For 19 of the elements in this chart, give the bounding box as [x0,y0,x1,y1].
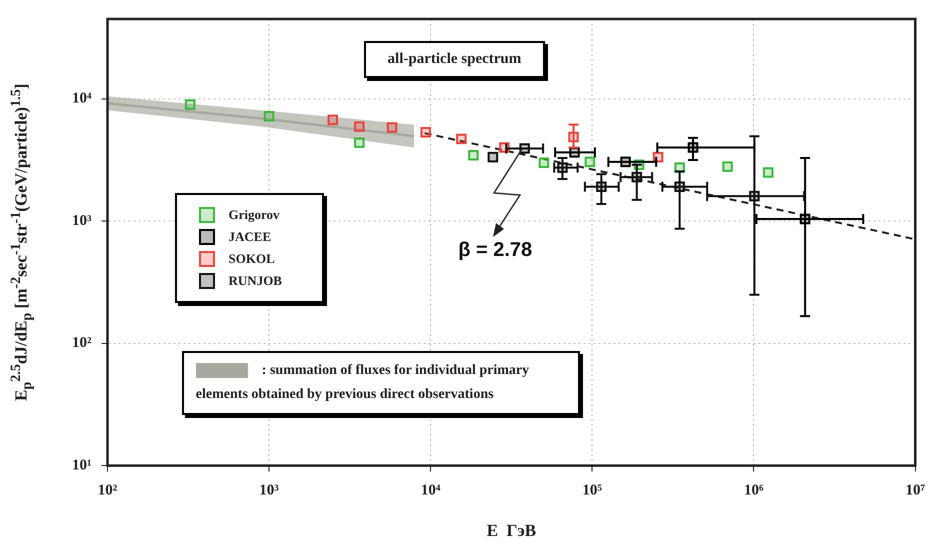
legend-label: : summation of fluxes for individual primary elements obtained by previous direct observations [196,362,530,402]
y-tick-label: 10³ [72,212,92,229]
y-tick-label: 10² [72,335,92,352]
x-tick-label: 10⁶ [744,482,764,498]
y-tick-label: 10⁴ [72,90,92,107]
legend-label: JACEE [228,229,272,246]
text: all-particle spectrum [364,41,546,78]
x-tick-label: 10⁴ [420,482,441,498]
legend-panel: : summation of fluxes for individual primary elements obtained by previous direct observations [182,350,580,415]
annotation: β = 2.78 [458,238,532,262]
x-axis-title: E ГэВ [486,521,536,540]
legend-label: Grigorov [228,207,280,224]
x-tick-label: 10³ [259,482,280,498]
legend-label: SOKOL [228,251,275,268]
x-tick-label: 10² [98,482,118,498]
legend-label: RUNJOB [228,273,282,290]
y-tick-label: 10¹ [72,457,92,474]
x-tick-label: 10⁵ [582,482,602,498]
x-tick-label: 10⁷ [906,482,926,498]
